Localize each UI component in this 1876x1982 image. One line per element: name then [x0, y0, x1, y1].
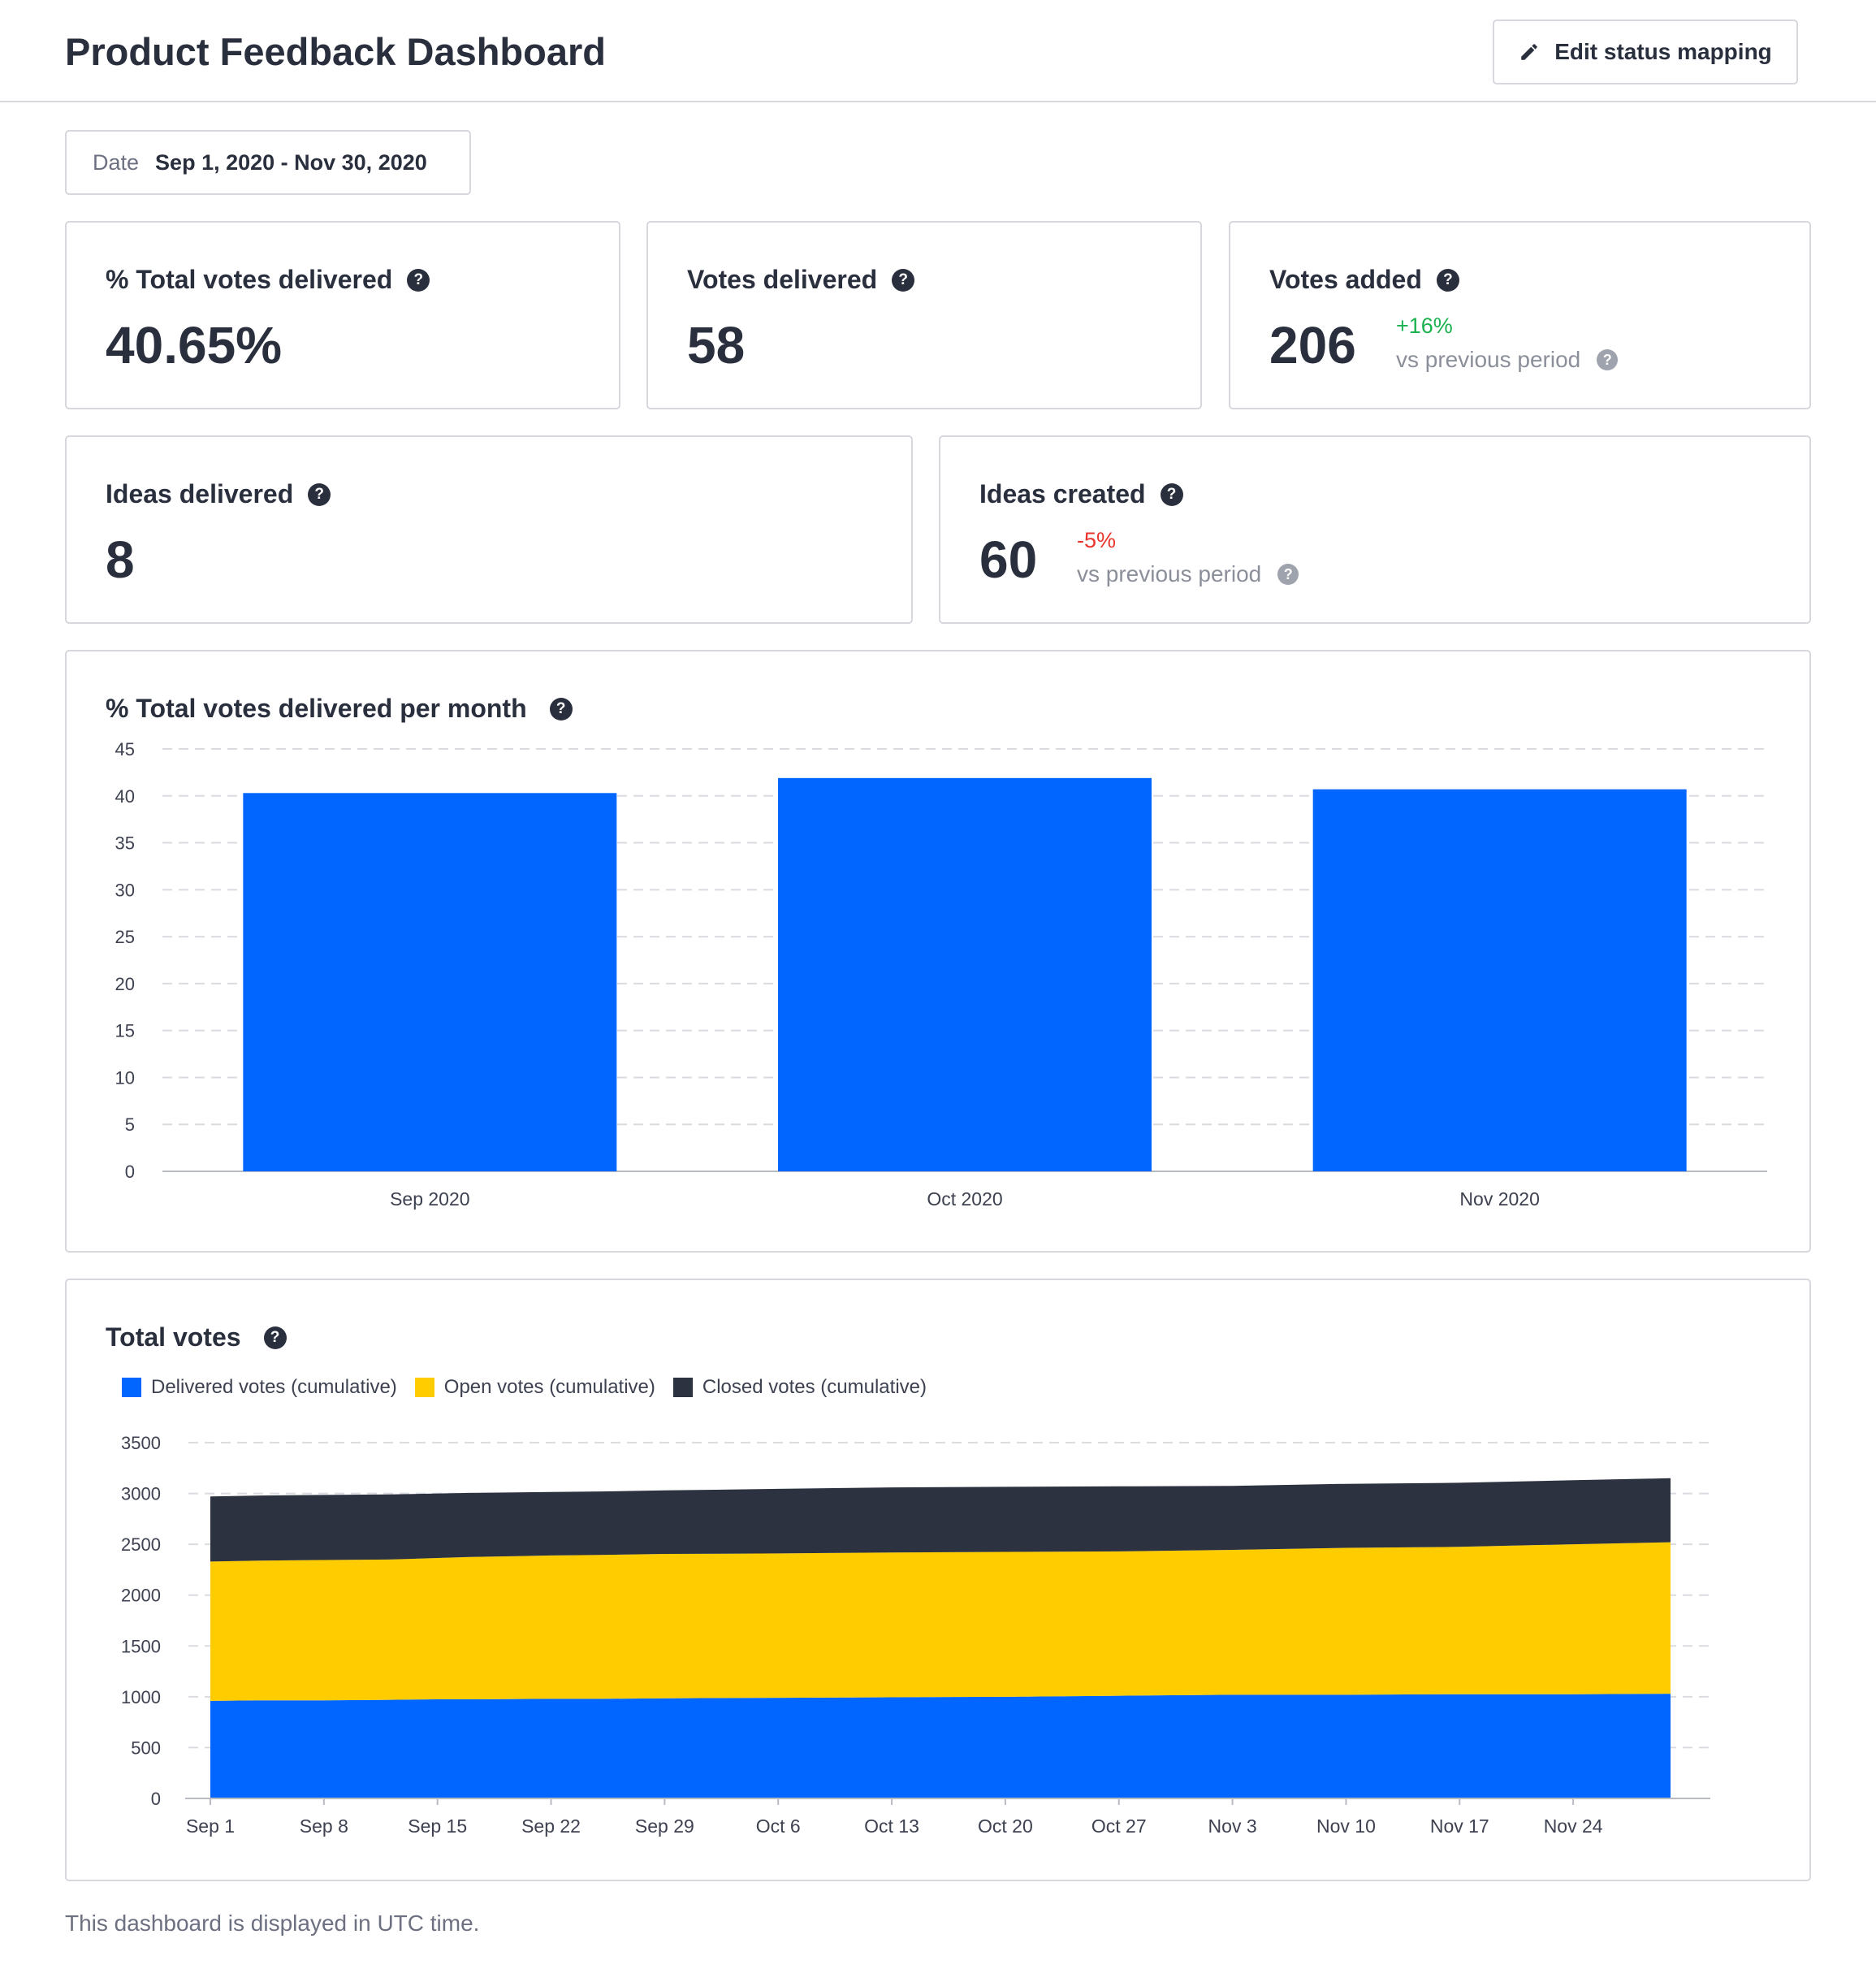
y-tick-label: 3000	[121, 1484, 161, 1504]
metric-card-votes-added: Votes added ? 206 +16% vs previous perio…	[1229, 221, 1811, 409]
x-tick-label: Oct 2020	[927, 1188, 1002, 1210]
metric-card-votes-delivered: Votes delivered ? 58	[646, 221, 1202, 409]
area-chart: 0 500 1000 1500 2000 2500 3000 3500 Sep 1 Sep 8 Se…	[121, 1433, 1710, 1837]
chart-title: % Total votes delivered per month	[106, 694, 527, 723]
legend-swatch	[672, 1378, 693, 1397]
x-tick-label: Sep 2020	[390, 1188, 469, 1210]
legend-item-delivered[interactable]: Delivered votes (cumulative)	[122, 1376, 397, 1399]
date-filter-value: Sep 1, 2020 - Nov 30, 2020	[155, 149, 427, 175]
y-tick-label: 1500	[121, 1636, 161, 1656]
footer-note: This dashboard is displayed in UTC time.	[65, 1911, 480, 1936]
metric-card-total-votes-delivered-pct: % Total votes delivered ? 40.65%	[65, 221, 620, 409]
help-icon[interactable]: ?	[407, 268, 430, 292]
y-tick-label: 1000	[121, 1687, 161, 1707]
page-title: Product Feedback Dashboard	[65, 30, 606, 73]
bar	[243, 793, 617, 1171]
area-series	[210, 1694, 1671, 1798]
area-chart-card: Total votes ? Delivered votes (cumulativ…	[65, 1279, 1811, 1881]
y-tick-label: 20	[115, 974, 135, 994]
metric-value: 8	[106, 530, 135, 589]
metric-title: Votes added	[1269, 265, 1422, 294]
y-tick-label: 45	[115, 739, 135, 759]
y-tick-label: 0	[151, 1789, 161, 1809]
metric-title: Votes delivered	[687, 265, 878, 294]
x-tick-label: Nov 2020	[1459, 1188, 1539, 1210]
change-block: +16% vs previous period ?	[1396, 314, 1619, 373]
bar	[1312, 789, 1687, 1171]
x-tick-label: Oct 13	[864, 1815, 919, 1837]
help-icon[interactable]: ?	[263, 1326, 287, 1349]
legend-label: Delivered votes (cumulative)	[151, 1376, 397, 1398]
y-tick-label: 5	[125, 1114, 135, 1135]
help-icon[interactable]: ?	[1277, 564, 1299, 585]
metric-title: Ideas created	[979, 479, 1146, 508]
legend-label: Open votes (cumulative)	[443, 1376, 655, 1398]
bar-chart: 0 5 10 15 20 25 30 35 40 45 Sep 2020 Oct 2020 Nov 20…	[115, 739, 1767, 1210]
metric-value: 206	[1269, 316, 1356, 374]
legend-swatch	[414, 1378, 434, 1397]
chart-legend: Delivered votes (cumulative) Open votes …	[122, 1376, 944, 1399]
legend-label: Closed votes (cumulative)	[702, 1376, 927, 1398]
x-tick-label: Oct 20	[978, 1815, 1033, 1837]
bar-chart-card: % Total votes delivered per month ? 0 5 10…	[65, 650, 1811, 1253]
metric-value: 58	[687, 316, 746, 374]
y-tick-label: 0	[125, 1162, 135, 1182]
y-tick-label: 15	[115, 1021, 135, 1041]
change-percent: -5%	[1077, 528, 1117, 552]
x-tick-label: Sep 8	[300, 1815, 348, 1837]
bar	[778, 777, 1152, 1171]
y-tick-label: 2000	[121, 1586, 161, 1606]
page-header: Product Feedback Dashboard Edit status m…	[0, 0, 1876, 102]
legend-swatch	[122, 1378, 141, 1397]
metric-value: 60	[979, 530, 1038, 589]
x-tick-label: Nov 24	[1544, 1815, 1603, 1837]
comparison-label: vs previous period	[1077, 561, 1262, 586]
help-icon[interactable]: ?	[1597, 349, 1619, 370]
metric-card-ideas-delivered: Ideas delivered ? 8	[65, 435, 913, 624]
legend-item-closed[interactable]: Closed votes (cumulative)	[672, 1376, 927, 1399]
date-filter-label: Date	[93, 149, 140, 175]
y-tick-label: 500	[131, 1737, 161, 1758]
metric-card-ideas-created: Ideas created ? 60 -5% vs previous perio…	[939, 435, 1811, 624]
y-tick-label: 30	[115, 880, 135, 900]
help-icon[interactable]: ?	[1436, 268, 1459, 292]
x-tick-label: Nov 3	[1208, 1815, 1257, 1837]
x-tick-label: Oct 27	[1091, 1815, 1147, 1837]
comparison-label: vs previous period	[1396, 347, 1581, 372]
legend-item-open[interactable]: Open votes (cumulative)	[414, 1376, 655, 1399]
edit-status-mapping-label: Edit status mapping	[1554, 39, 1772, 64]
y-tick-label: 2500	[121, 1534, 161, 1555]
area-series	[210, 1478, 1671, 1562]
y-tick-label: 35	[115, 833, 135, 854]
y-tick-label: 25	[115, 927, 135, 947]
chart-title: Total votes	[106, 1322, 241, 1352]
y-tick-label: 3500	[121, 1433, 161, 1453]
x-tick-label: Oct 6	[756, 1815, 801, 1837]
help-icon[interactable]: ?	[308, 483, 331, 506]
x-tick-label: Nov 10	[1316, 1815, 1376, 1837]
edit-status-mapping-button[interactable]: Edit status mapping	[1493, 19, 1798, 84]
change-block: -5% vs previous period ?	[1077, 528, 1299, 587]
metric-value: 40.65%	[106, 316, 283, 374]
metric-title: Ideas delivered	[106, 479, 294, 508]
y-tick-label: 40	[115, 786, 135, 807]
pencil-icon	[1519, 41, 1540, 63]
x-tick-label: Sep 29	[635, 1815, 694, 1837]
change-percent: +16%	[1396, 314, 1453, 338]
x-tick-label: Sep 15	[408, 1815, 467, 1837]
x-tick-label: Sep 1	[186, 1815, 235, 1837]
metric-title: % Total votes delivered	[106, 265, 393, 294]
date-range-filter[interactable]: Date Sep 1, 2020 - Nov 30, 2020	[65, 130, 471, 195]
help-icon[interactable]: ?	[1160, 483, 1183, 506]
x-tick-label: Sep 22	[521, 1815, 581, 1837]
area-series	[210, 1542, 1671, 1701]
help-icon[interactable]: ?	[892, 268, 915, 292]
x-tick-label: Nov 17	[1430, 1815, 1489, 1837]
y-tick-label: 10	[115, 1067, 135, 1088]
help-icon[interactable]: ?	[549, 697, 573, 721]
